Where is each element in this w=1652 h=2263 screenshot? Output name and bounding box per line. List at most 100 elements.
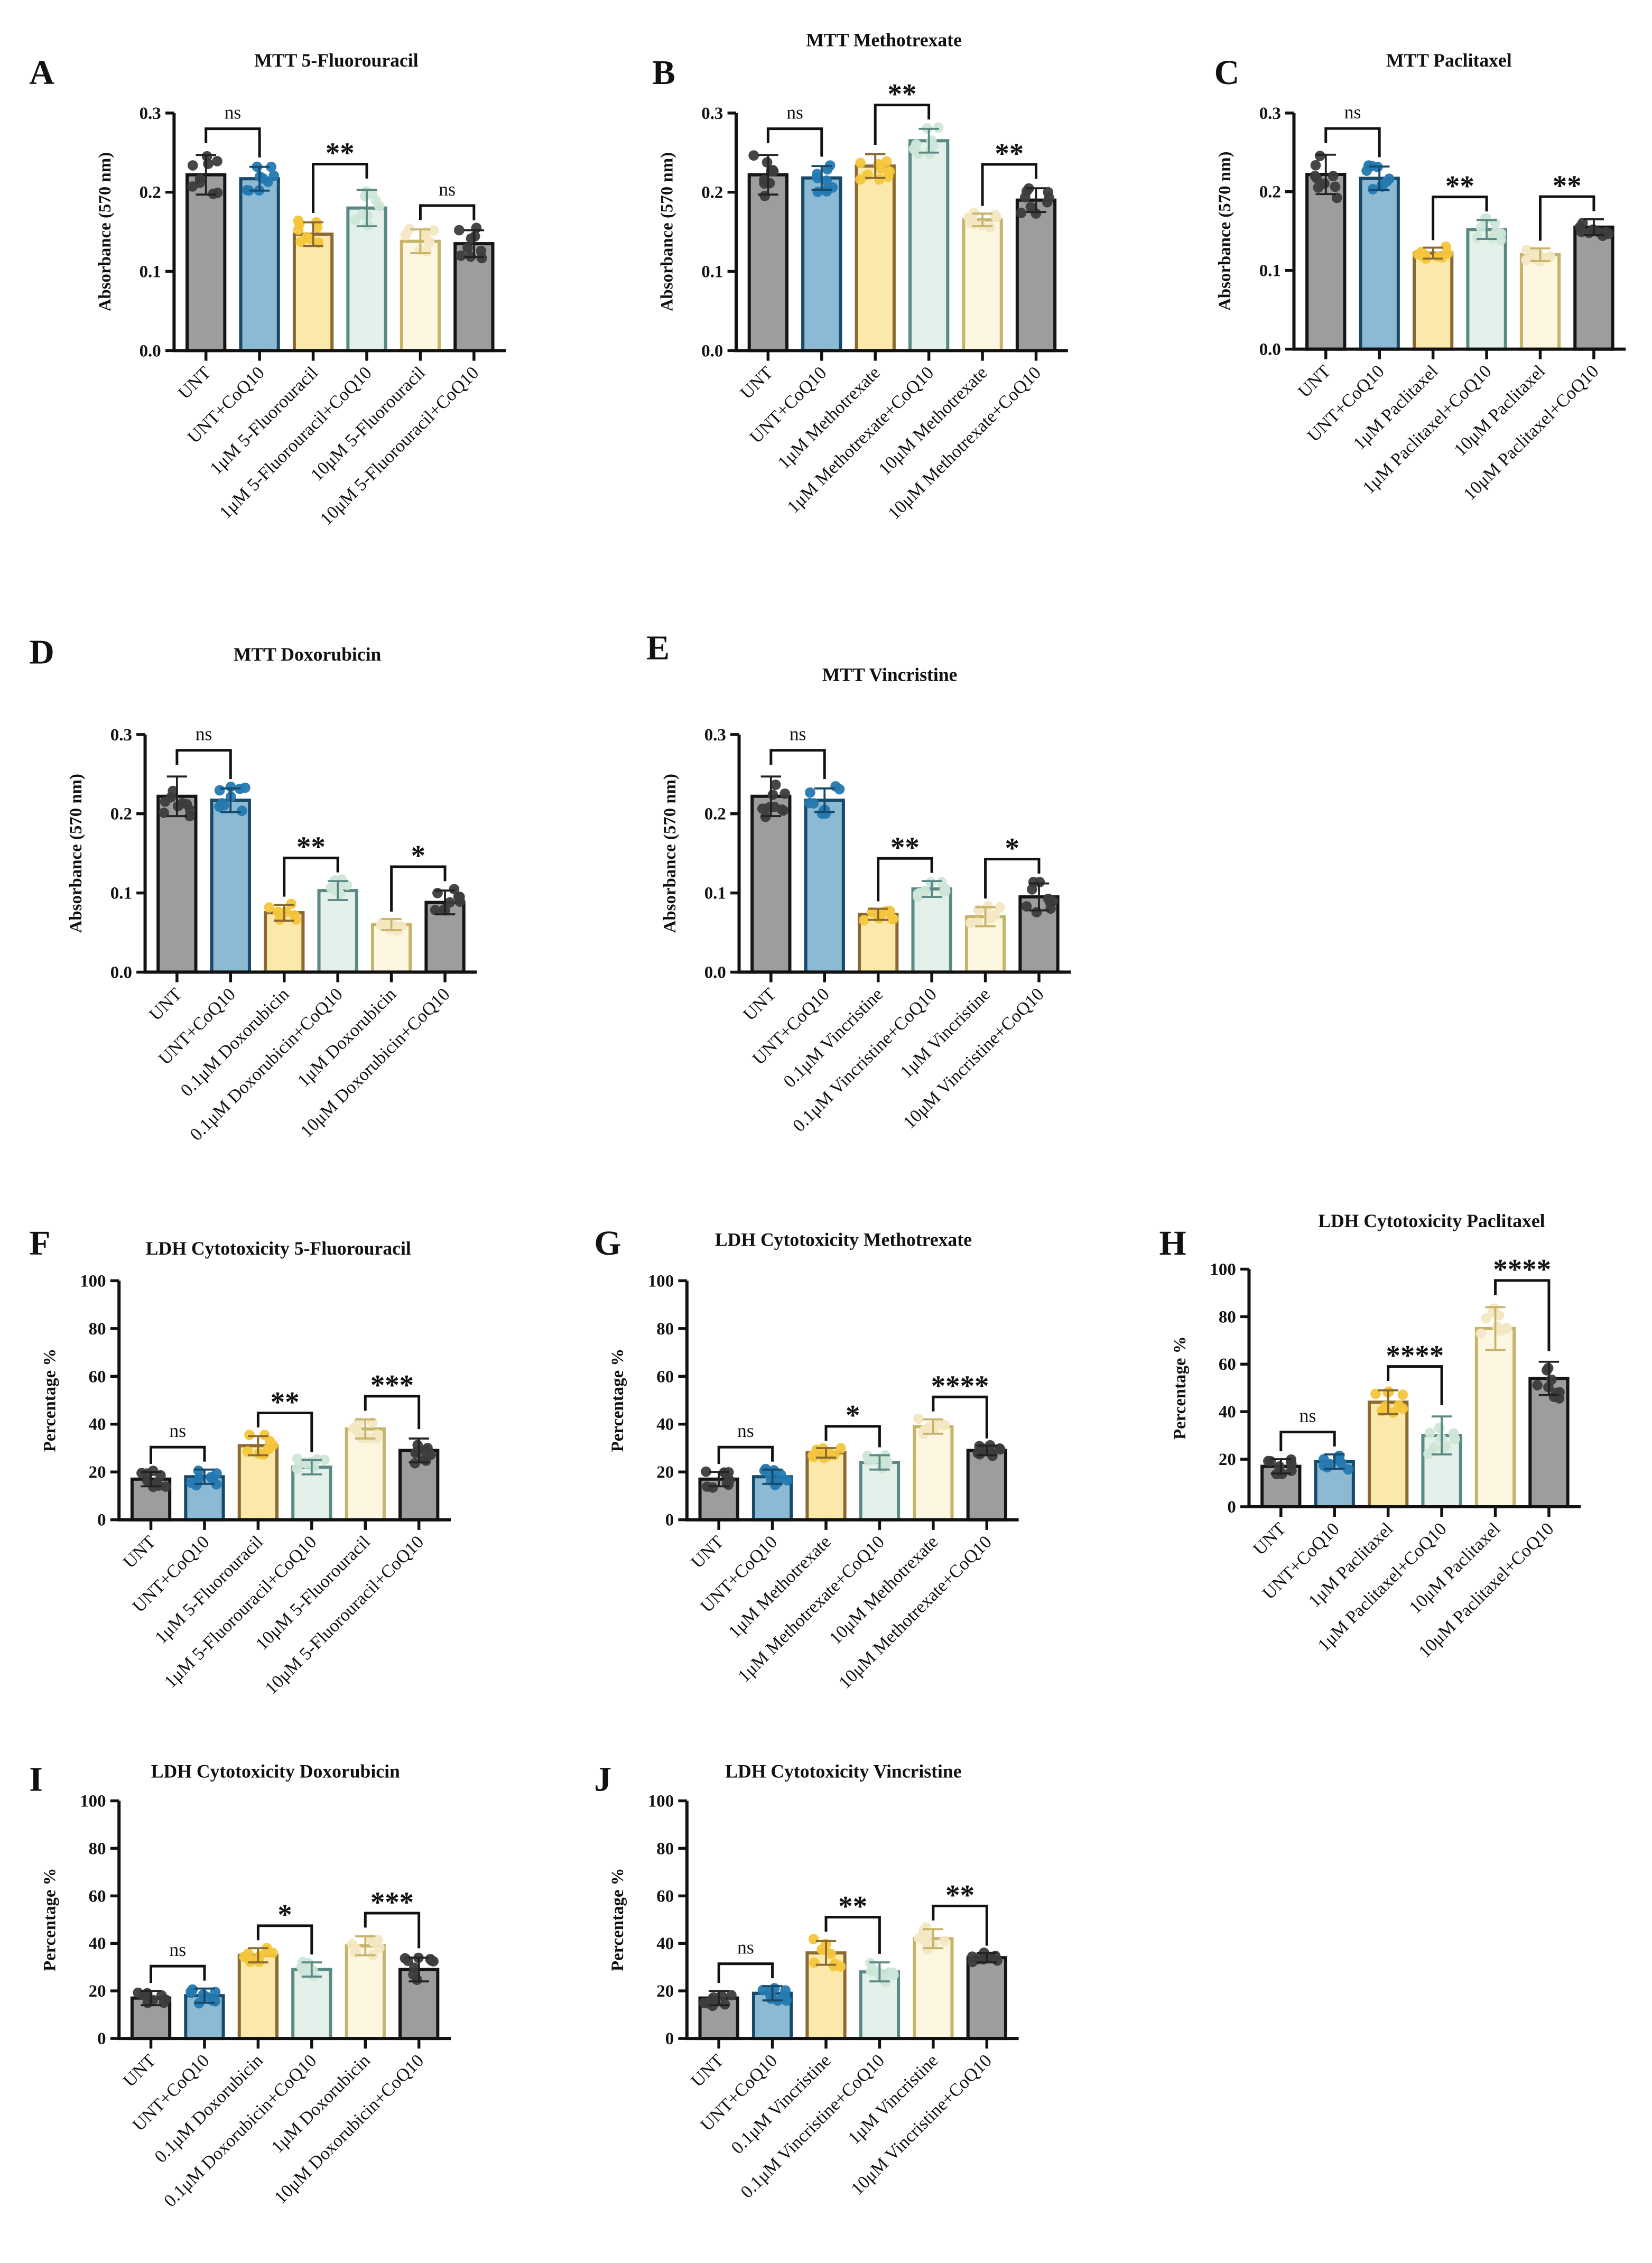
y-tick-label: 40 (1219, 1403, 1236, 1422)
data-point (262, 1444, 273, 1454)
error-bar (815, 1940, 837, 1966)
y-axis-label: Percentage % (608, 1868, 627, 1971)
significance-bracket (769, 749, 826, 780)
data-point (1361, 165, 1372, 176)
error-bar (977, 1952, 997, 1964)
data-point (836, 1443, 846, 1454)
error-bar (1583, 218, 1604, 236)
error-bar (1026, 187, 1046, 214)
y-tick-label: 100 (80, 1792, 106, 1811)
data-point (779, 789, 791, 799)
y-tick-label: 60 (89, 1887, 106, 1906)
chart-title: LDH Cytotoxicity Methotrexate (715, 1229, 972, 1250)
y-tick-label: 0 (97, 1511, 106, 1530)
data-point (820, 808, 831, 819)
data-point (369, 1936, 380, 1947)
panel-i: I LDH Cytotoxicity Doxorubicin Percentage … (29, 1760, 451, 2211)
y-tick-label: 0 (97, 2029, 106, 2048)
y-tick-label: 60 (656, 1367, 674, 1386)
panel-letter: H (1159, 1224, 1186, 1263)
data-point (240, 782, 250, 793)
panel-d: D MTT Doxorubicin Absorbance (570 nm) 0.0 0.… (29, 633, 477, 1145)
error-bar (814, 787, 835, 813)
significance-label: * (1005, 832, 1019, 864)
x-tick-label: 1μM Doxorubicin (293, 984, 400, 1091)
data-point (939, 1420, 950, 1431)
y-tick-label: 0.3 (704, 726, 726, 745)
error-bar (1431, 1415, 1452, 1456)
data-point (863, 1455, 874, 1466)
y-tick-label: 60 (89, 1367, 106, 1386)
bar-4 (1466, 228, 1507, 351)
significance-label: *** (370, 1369, 414, 1401)
bar-4 (908, 139, 950, 353)
significance-bracket (312, 163, 368, 213)
data-point (908, 144, 920, 154)
y-tick-label: 60 (1219, 1355, 1236, 1374)
data-point (808, 798, 819, 809)
data-point (425, 1449, 437, 1460)
y-tick-label: 20 (1219, 1450, 1236, 1469)
panel-f: F LDH Cytotoxicity 5-Fluorouracil Percenta… (29, 1224, 451, 1699)
significance-label: ** (995, 137, 1024, 169)
error-bar (355, 1418, 376, 1440)
significance-bracket (390, 865, 447, 912)
data-point (1480, 1313, 1491, 1324)
data-point (376, 917, 387, 929)
data-point (1031, 907, 1042, 917)
data-point (830, 781, 841, 792)
data-point (293, 224, 304, 235)
data-point (243, 1948, 254, 1959)
significance-label: **** (1386, 1339, 1444, 1371)
error-bar (1028, 882, 1050, 912)
data-point (1388, 1407, 1399, 1418)
panel-letter: C (1214, 53, 1240, 92)
data-point (1438, 1442, 1449, 1453)
data-point (444, 897, 455, 908)
bar-3 (237, 1953, 279, 2041)
significance-label: ** (945, 1879, 975, 1911)
error-bar (972, 212, 993, 228)
data-point (423, 237, 434, 248)
error-bar (923, 1928, 944, 1950)
data-point (1545, 251, 1556, 262)
data-point (266, 162, 277, 172)
error-bar (327, 880, 348, 901)
data-point (782, 1475, 793, 1486)
y-tick-label: 80 (89, 1839, 106, 1858)
y-tick-label: 0 (1227, 1498, 1236, 1517)
bar-6 (966, 1449, 1007, 1522)
data-point (462, 243, 473, 254)
data-point (1314, 151, 1325, 161)
error-bar (141, 1471, 161, 1488)
data-point (400, 230, 411, 240)
data-point (1480, 213, 1491, 224)
y-tick-label: 0.2 (140, 183, 161, 202)
data-point (353, 1428, 364, 1439)
bar-2 (801, 176, 842, 353)
y-tick-label: 0.3 (1259, 104, 1281, 123)
significance-label: *** (370, 1886, 414, 1918)
y-axis-label: Absorbance (570 nm) (661, 774, 680, 933)
bar-6 (966, 1956, 1007, 2041)
y-tick-label: 0.1 (701, 263, 723, 282)
data-point (1330, 181, 1341, 192)
data-point (244, 1430, 255, 1440)
bar-1 (185, 173, 227, 353)
panel-letter: B (652, 53, 675, 92)
significance-label: ns (196, 723, 212, 744)
error-bar (166, 775, 188, 818)
significance-label: ns (1344, 101, 1361, 123)
data-point (428, 225, 439, 236)
data-point (859, 915, 869, 926)
y-axis-label: Percentage % (608, 1349, 627, 1452)
chart-title: LDH Cytotoxicity Doxorubicin (151, 1761, 400, 1782)
data-point (319, 1454, 330, 1466)
data-point (809, 1957, 820, 1968)
data-point (883, 171, 894, 182)
bar-6 (1015, 198, 1057, 353)
panel-j: J LDH Cytotoxicity Vincristine Percentage … (594, 1760, 1019, 2202)
panel-letter: F (29, 1224, 50, 1263)
y-tick-label: 0.1 (1259, 262, 1281, 281)
data-point (1331, 192, 1342, 203)
